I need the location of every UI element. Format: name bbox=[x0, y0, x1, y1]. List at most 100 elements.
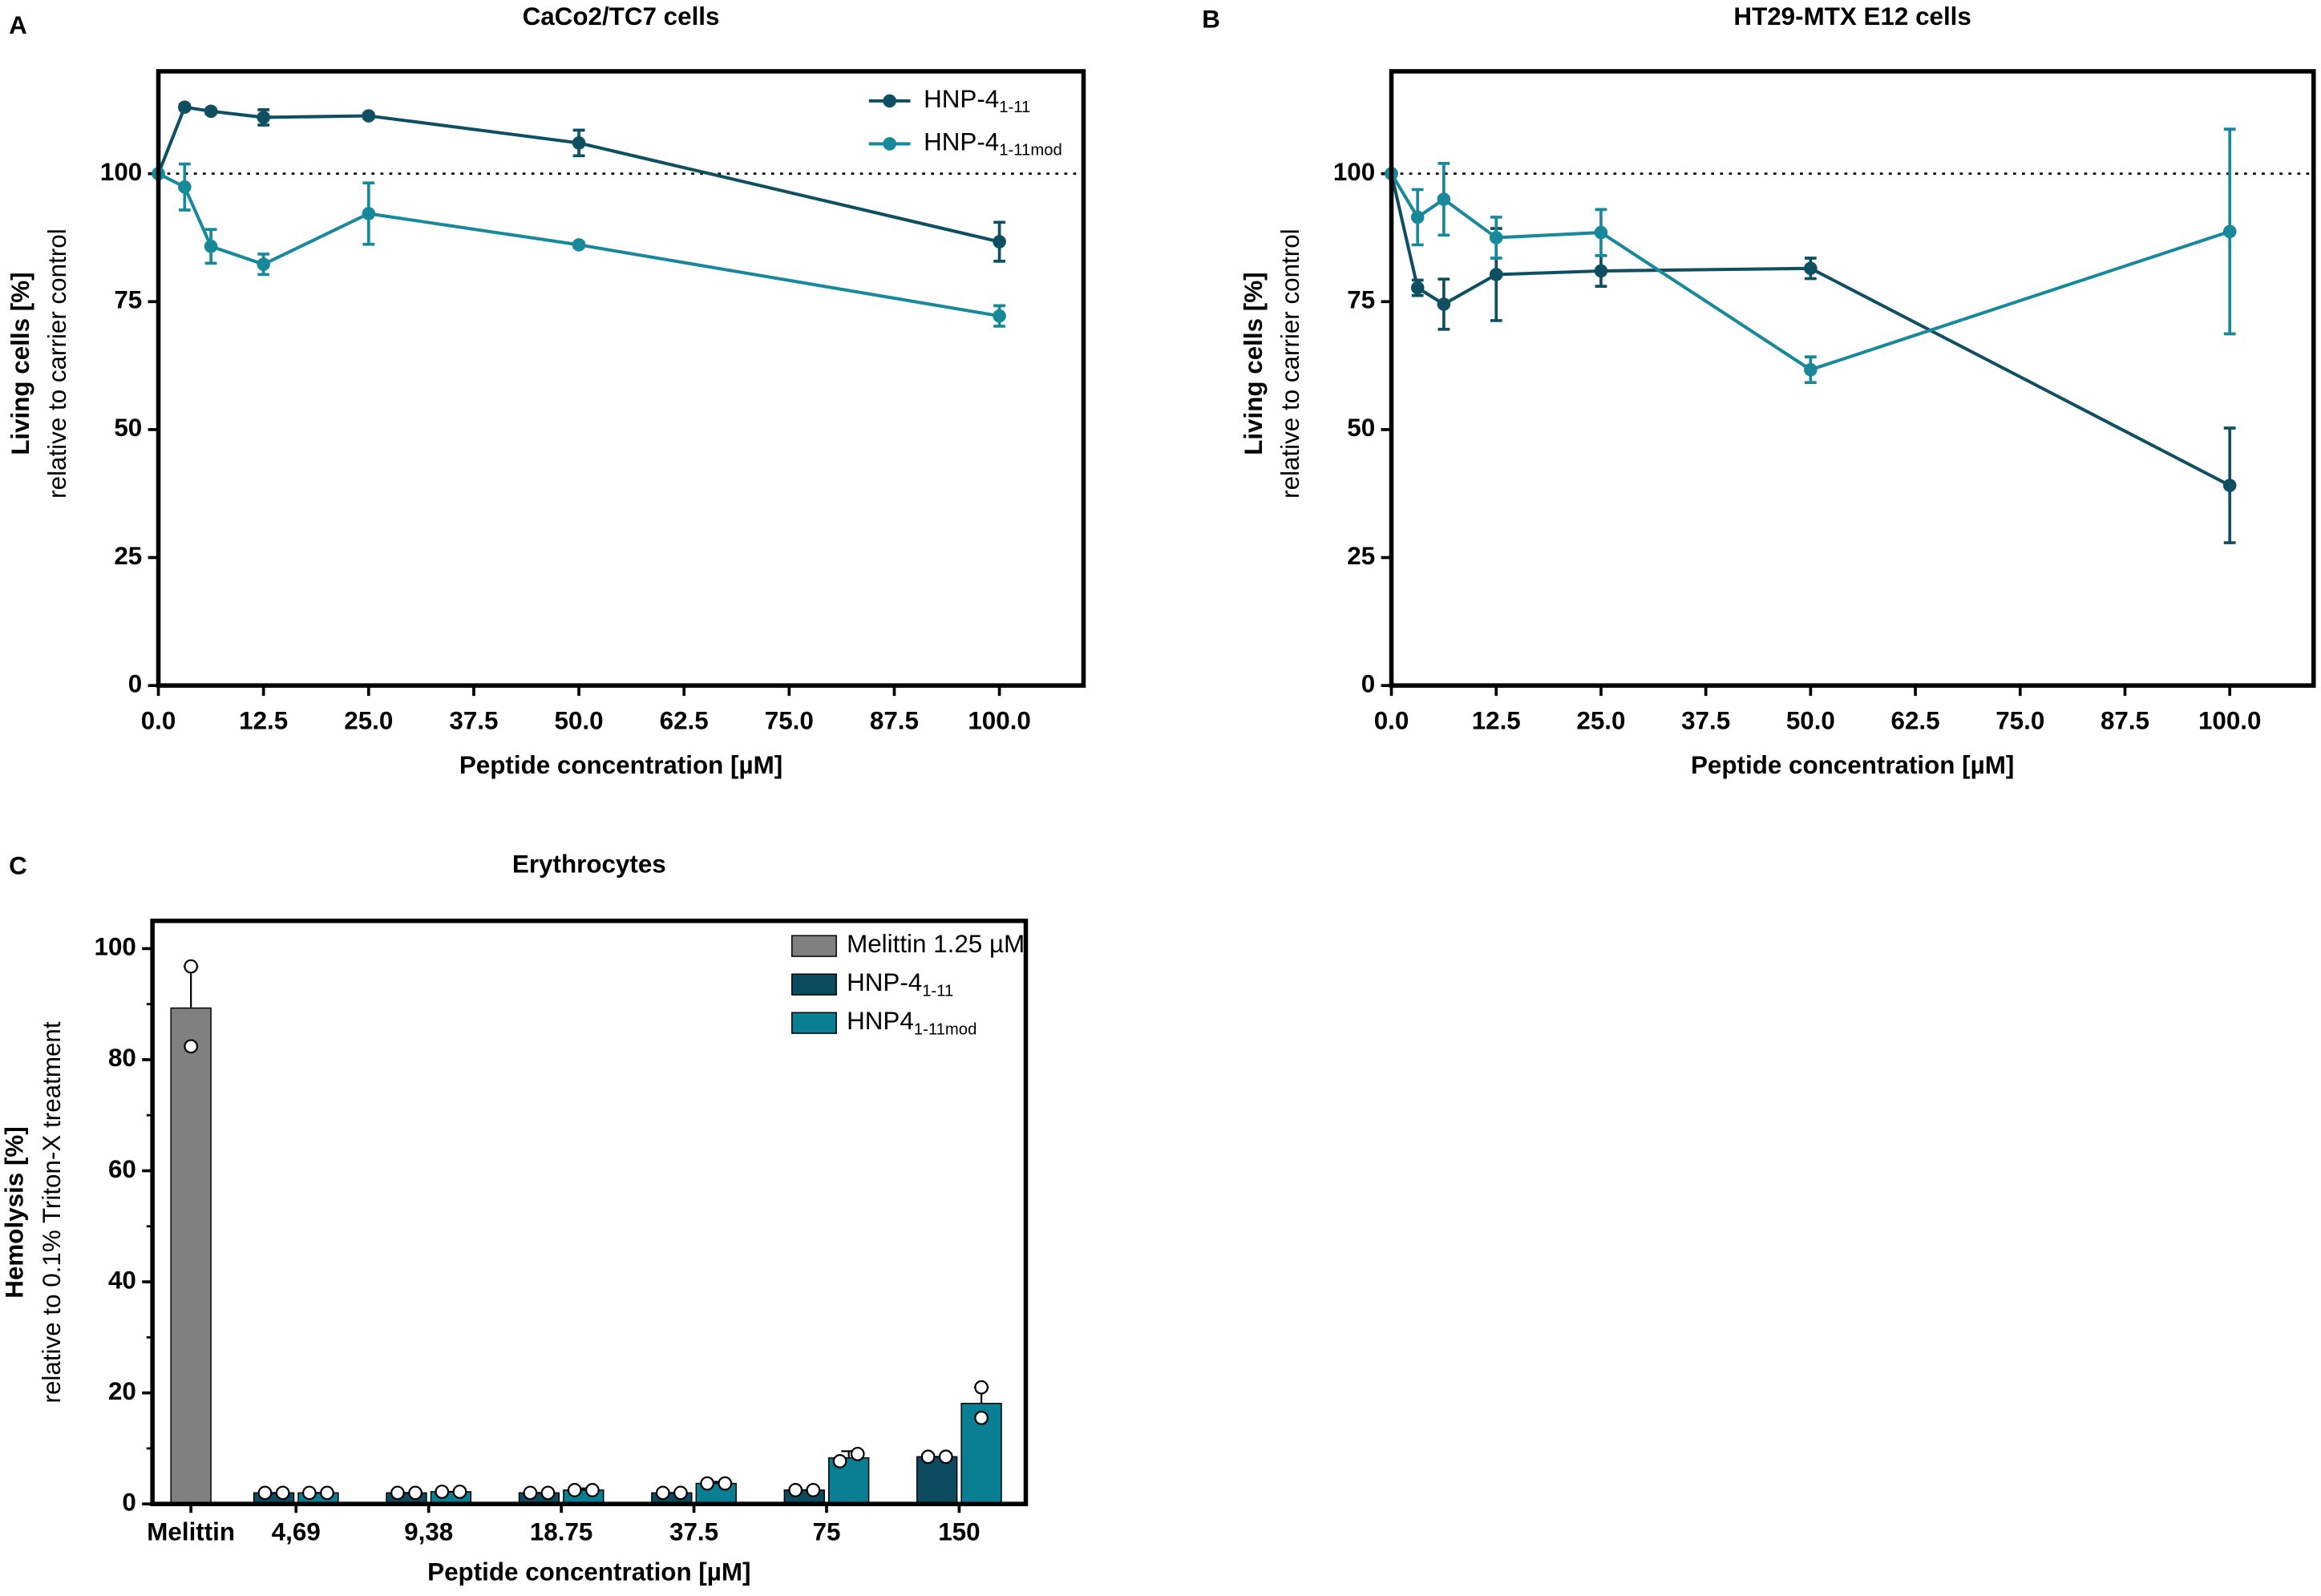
x-tick-label: 75.0 bbox=[765, 707, 814, 735]
point bbox=[204, 240, 218, 253]
point bbox=[1437, 192, 1451, 206]
point bbox=[362, 207, 376, 220]
y-axis-label: Hemolysis [%] bbox=[1, 1126, 29, 1298]
point bbox=[2222, 224, 2237, 239]
legend-subscript: 1-11 bbox=[999, 99, 1030, 116]
replicate-point bbox=[452, 1485, 467, 1499]
y-tick-label: 100 bbox=[95, 933, 136, 961]
legend-label: HNP-41-11 bbox=[924, 85, 1030, 116]
point bbox=[993, 309, 1006, 323]
legend-subscript: 1-11mod bbox=[914, 1021, 977, 1039]
x-tick-label: 100.0 bbox=[2198, 707, 2262, 735]
x-tick-label: 18.75 bbox=[530, 1517, 593, 1545]
x-tick-label: 4,69 bbox=[272, 1517, 321, 1545]
x-tick-label: 25.0 bbox=[1576, 707, 1625, 735]
point bbox=[2222, 479, 2237, 492]
x-tick-label: 25.0 bbox=[344, 707, 393, 735]
x-axis-label: Peptide concentration [µM] bbox=[1691, 751, 2014, 779]
chart-title: Erythrocytes bbox=[512, 851, 666, 879]
plot-frame bbox=[150, 918, 1029, 1506]
legend-label: HNP-41-11mod bbox=[924, 128, 1062, 160]
y-axis-sublabel: relative to carrier control bbox=[43, 228, 71, 499]
x-axis-label: Peptide concentration [µM] bbox=[427, 1558, 750, 1586]
replicate-point bbox=[700, 1476, 715, 1491]
point bbox=[1489, 268, 1503, 281]
replicate-point bbox=[523, 1485, 538, 1501]
y-axis-label: Living cells [%] bbox=[6, 272, 34, 455]
replicate-point bbox=[320, 1485, 334, 1501]
y-axis-sublabel: relative to carrier control bbox=[1276, 228, 1304, 499]
x-tick-label: 12.5 bbox=[239, 707, 288, 735]
panel-label: B bbox=[1202, 5, 1220, 33]
x-tick-label: 62.5 bbox=[1891, 707, 1940, 735]
y-tick-label: 75 bbox=[1347, 286, 1375, 314]
legend-label: HNP41-11mod bbox=[847, 1007, 977, 1038]
x-tick-label: 62.5 bbox=[660, 707, 709, 735]
replicate-point bbox=[275, 1485, 290, 1501]
point bbox=[362, 109, 376, 123]
y-tick-label: 0 bbox=[1361, 669, 1375, 697]
legend-subscript: 1-11mod bbox=[999, 142, 1062, 160]
x-tick-label: 9,38 bbox=[404, 1517, 453, 1545]
y-tick-label: 50 bbox=[1347, 414, 1375, 442]
point bbox=[1804, 261, 1818, 276]
point bbox=[257, 257, 270, 271]
replicate-point bbox=[974, 1380, 989, 1395]
replicate-point bbox=[718, 1476, 733, 1491]
x-tick-label: 37.5 bbox=[449, 707, 498, 735]
point bbox=[1410, 210, 1425, 224]
y-tick-label: 80 bbox=[108, 1044, 136, 1072]
replicate-point bbox=[920, 1449, 936, 1465]
y-tick-label: 100 bbox=[100, 158, 142, 186]
y-tick-label: 100 bbox=[1333, 158, 1375, 186]
y-tick-label: 25 bbox=[114, 542, 142, 570]
panel-label: C bbox=[9, 852, 27, 880]
legend-marker bbox=[883, 137, 896, 151]
y-tick-label: 25 bbox=[1347, 542, 1375, 570]
x-tick-label: 87.5 bbox=[2101, 707, 2149, 735]
x-tick-label: 75.0 bbox=[1995, 707, 2044, 735]
legend-name: HNP4 bbox=[847, 1007, 914, 1035]
legend-marker bbox=[883, 94, 896, 108]
chart-title: HT29-MTX E12 cells bbox=[1733, 2, 1971, 30]
y-tick-label: 60 bbox=[108, 1155, 136, 1183]
plot-frame bbox=[1389, 69, 2316, 688]
replicate-point bbox=[408, 1485, 423, 1501]
replicate-point bbox=[938, 1449, 953, 1465]
point bbox=[257, 111, 270, 124]
x-tick-label: 50.0 bbox=[1786, 707, 1835, 735]
y-tick-label: 0 bbox=[122, 1488, 135, 1516]
legend-swatch bbox=[791, 935, 837, 957]
legend-name: Melittin 1.25 µM bbox=[847, 930, 1025, 958]
x-tick-label: 37.5 bbox=[669, 1517, 718, 1545]
replicate-point bbox=[184, 959, 199, 974]
point bbox=[993, 235, 1006, 248]
point bbox=[1594, 264, 1608, 278]
point bbox=[1804, 362, 1818, 377]
replicate-point bbox=[655, 1485, 670, 1501]
x-tick-label: 75 bbox=[813, 1517, 841, 1545]
legend-name: HNP-4 bbox=[924, 85, 999, 113]
x-tick-label: Melittin bbox=[147, 1517, 235, 1545]
point bbox=[204, 104, 218, 119]
legend-name: HNP-4 bbox=[847, 968, 922, 996]
legend-swatch bbox=[791, 973, 837, 996]
replicate-point bbox=[184, 1039, 199, 1054]
y-tick-label: 40 bbox=[108, 1266, 136, 1294]
x-tick-label: 12.5 bbox=[1472, 707, 1521, 735]
bar bbox=[916, 1456, 958, 1505]
x-tick-label: 0.0 bbox=[141, 707, 176, 735]
x-tick-label: 87.5 bbox=[870, 707, 919, 735]
replicate-point bbox=[832, 1453, 847, 1469]
y-tick-label: 50 bbox=[114, 414, 142, 442]
replicate-point bbox=[974, 1410, 989, 1425]
replicate-point bbox=[806, 1483, 821, 1497]
legend-label: Melittin 1.25 µM bbox=[847, 930, 1025, 958]
x-tick-label: 100.0 bbox=[968, 707, 1031, 735]
replicate-point bbox=[390, 1485, 405, 1501]
y-axis-sublabel: relative to 0.1% Triton-X treatment bbox=[38, 1021, 66, 1403]
x-tick-label: 150 bbox=[938, 1517, 980, 1545]
y-tick-label: 75 bbox=[114, 286, 142, 314]
